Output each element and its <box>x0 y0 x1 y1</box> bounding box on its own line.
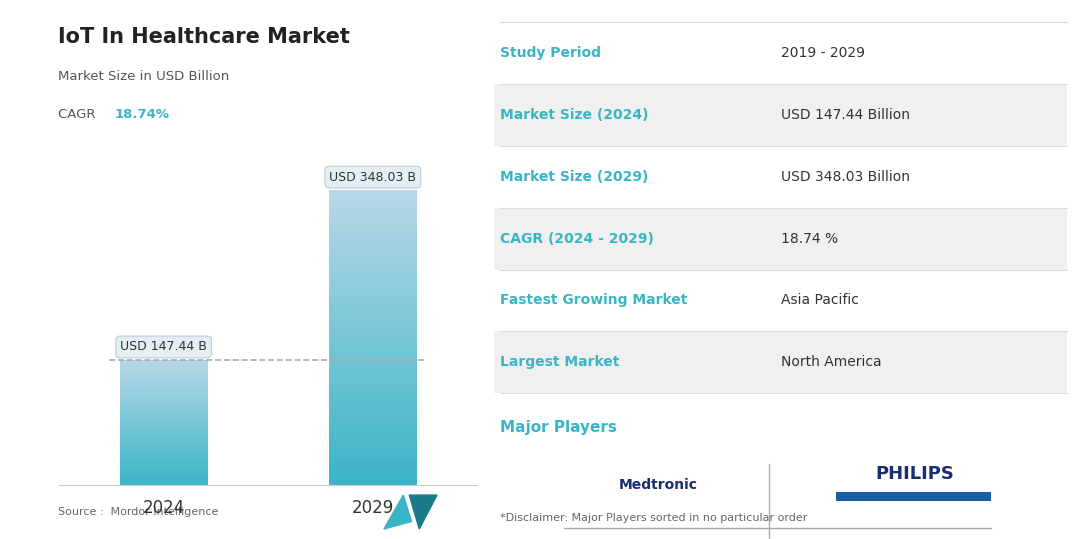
Text: 18.74%: 18.74% <box>115 108 170 121</box>
Text: USD 348.03 Billion: USD 348.03 Billion <box>781 170 910 183</box>
Text: IoT In Healthcare Market: IoT In Healthcare Market <box>58 27 350 47</box>
Polygon shape <box>384 495 412 529</box>
Text: Source :  Mordor Intelligence: Source : Mordor Intelligence <box>58 507 218 517</box>
Text: Major Players: Major Players <box>500 420 617 436</box>
FancyBboxPatch shape <box>494 146 1068 208</box>
Text: CAGR: CAGR <box>58 108 100 121</box>
Text: 2019 - 2029: 2019 - 2029 <box>781 46 865 59</box>
Text: CAGR (2024 - 2029): CAGR (2024 - 2029) <box>500 232 653 245</box>
FancyBboxPatch shape <box>494 331 1068 393</box>
Text: *Disclaimer: Major Players sorted in no particular order: *Disclaimer: Major Players sorted in no … <box>500 513 807 523</box>
Text: Fastest Growing Market: Fastest Growing Market <box>500 294 688 307</box>
FancyBboxPatch shape <box>494 84 1068 146</box>
Text: PHILIPS: PHILIPS <box>876 465 955 483</box>
Text: Asia Pacific: Asia Pacific <box>781 294 858 307</box>
FancyBboxPatch shape <box>494 208 1068 270</box>
Text: 18.74 %: 18.74 % <box>781 232 838 245</box>
Text: USD 147.44 Billion: USD 147.44 Billion <box>781 108 910 121</box>
FancyBboxPatch shape <box>494 22 1068 84</box>
Text: Market Size (2024): Market Size (2024) <box>500 108 648 121</box>
Text: Medtronic: Medtronic <box>618 478 697 492</box>
FancyBboxPatch shape <box>494 270 1068 331</box>
Text: North America: North America <box>781 356 881 369</box>
FancyBboxPatch shape <box>836 492 991 501</box>
Text: Largest Market: Largest Market <box>500 356 619 369</box>
Text: Study Period: Study Period <box>500 46 601 59</box>
Polygon shape <box>409 495 437 529</box>
Text: Market Size in USD Billion: Market Size in USD Billion <box>58 70 230 83</box>
Text: USD 147.44 B: USD 147.44 B <box>120 341 207 354</box>
Text: Market Size (2029): Market Size (2029) <box>500 170 648 183</box>
Text: USD 348.03 B: USD 348.03 B <box>329 170 416 184</box>
